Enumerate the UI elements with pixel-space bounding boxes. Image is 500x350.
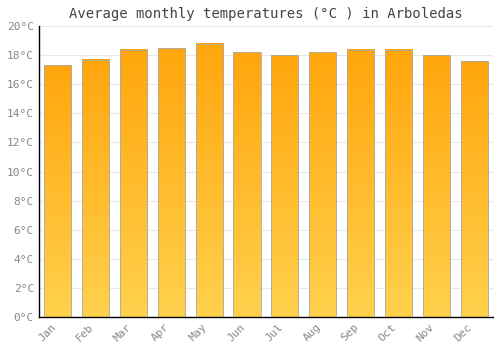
Bar: [82, 60, 109, 317]
Title: Average monthly temperatures (°C ) in Arboledas: Average monthly temperatures (°C ) in Ar…: [69, 7, 462, 21]
Bar: [385, 49, 412, 317]
Bar: [196, 44, 223, 317]
Bar: [44, 65, 72, 317]
Bar: [422, 55, 450, 317]
Bar: [158, 48, 185, 317]
Bar: [309, 52, 336, 317]
Bar: [234, 52, 260, 317]
Bar: [460, 61, 488, 317]
Bar: [120, 49, 147, 317]
Bar: [347, 49, 374, 317]
Bar: [271, 55, 298, 317]
